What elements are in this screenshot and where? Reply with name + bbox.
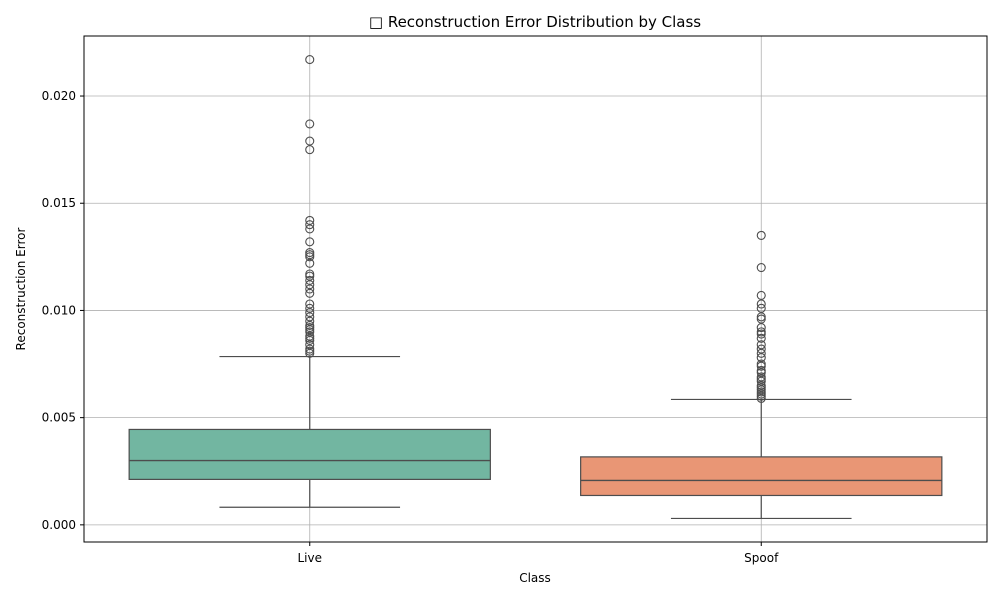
box-live [128,55,491,508]
outlier-point [305,55,315,65]
outlier-point [305,288,315,298]
outlier-point [305,136,315,146]
outlier-point [305,145,315,155]
outlier-point [305,308,315,318]
outlier-point [305,348,315,358]
outlier-point [756,393,766,403]
outlier-point [756,368,766,378]
outlier-point [756,230,766,240]
y-axis-ticks: 0.000 0.005 0.010 0.015 0.020 [42,89,84,532]
x-tick-label-live: Live [297,551,322,565]
outlier-point [305,335,315,346]
outlier-point [756,290,766,300]
outlier-point [756,353,766,363]
outlier-point [756,323,766,333]
iqr-box [128,428,491,480]
outlier-point [305,220,315,230]
outlier-point [305,316,315,326]
y-tick-label: 0.010 [42,303,76,317]
outlier-point [756,299,766,309]
outlier-point [305,237,315,247]
chart-title: □ Reconstruction Error Distribution by C… [369,13,701,31]
outlier-point [756,348,766,358]
outlier-point [756,344,766,354]
outlier-point [305,224,315,234]
plot-frame [83,35,988,543]
outlier-point [305,280,315,290]
y-tick-label: 0.005 [42,411,76,425]
outlier-point [305,340,315,350]
box-series [128,55,943,520]
outlier-point [756,361,766,371]
outlier-point [305,275,315,285]
y-tick-label: 0.020 [42,89,76,103]
outlier-point [305,299,315,309]
outlier-point [305,252,315,262]
outlier-point [756,340,766,350]
box-spoof [580,230,943,520]
outlier-point [756,376,766,386]
outlier-point [756,303,766,313]
outlier-point [756,333,766,343]
x-axis-label: Class [519,571,551,585]
outlier-point [305,284,315,294]
y-tick-label: 0.015 [42,196,76,210]
outlier-point [305,215,315,225]
outlier-point [305,258,315,268]
outlier-point [756,314,766,324]
outlier-point [305,303,315,313]
x-axis-ticks: Live Spoof [297,542,779,565]
x-tick-label-spoof: Spoof [744,551,779,565]
y-tick-label: 0.000 [42,518,76,532]
outlier-point [756,263,766,273]
outlier-point [305,271,315,281]
outlier-point [305,327,315,337]
y-axis-label: Reconstruction Error [14,228,28,351]
outlier-point [305,119,315,129]
iqr-box [580,456,943,497]
outlier-point [305,312,315,322]
outlier-point [756,329,766,339]
